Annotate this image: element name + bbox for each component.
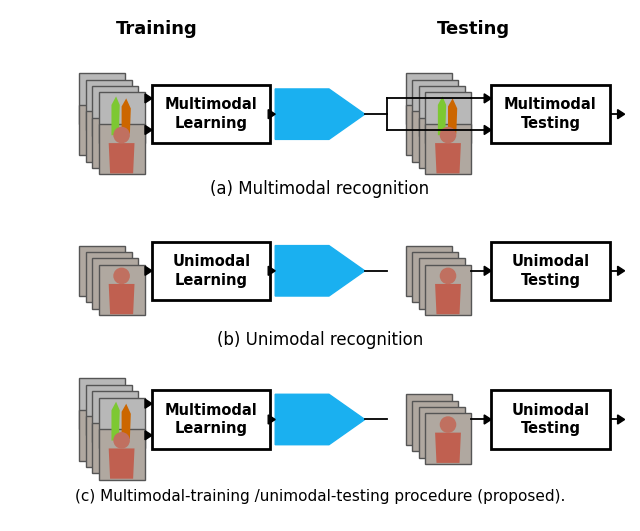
Polygon shape [435,433,461,463]
Bar [92,86,138,136]
Bar [419,407,465,458]
Bar [79,410,125,460]
Bar [406,394,452,444]
Text: Testing: Testing [437,20,510,38]
Polygon shape [435,284,461,314]
Text: (a) Multimodal recognition: (a) Multimodal recognition [211,179,429,198]
Circle shape [113,268,130,284]
Bar [86,416,132,467]
Text: Unimodal
Testing: Unimodal Testing [511,254,589,288]
Bar [79,73,125,124]
Text: Unimodal
Learning: Unimodal Learning [172,254,250,288]
Polygon shape [111,97,120,135]
Bar [425,265,471,315]
Polygon shape [275,394,365,445]
Bar [425,414,471,464]
Bar [419,86,465,136]
Polygon shape [145,399,152,408]
Bar [99,124,145,174]
Bar [92,259,138,309]
Polygon shape [268,266,275,276]
Polygon shape [484,266,492,276]
Text: Multimodal
Learning: Multimodal Learning [165,97,257,131]
Bar [86,385,132,435]
Bar [152,85,270,143]
Bar [99,265,145,315]
Bar [412,252,458,303]
Bar [79,105,125,155]
Polygon shape [275,89,365,139]
Polygon shape [145,266,152,276]
Polygon shape [122,98,131,134]
Polygon shape [145,94,152,103]
Circle shape [440,127,456,143]
Polygon shape [448,98,457,134]
Bar [92,423,138,473]
Bar [79,379,125,429]
Text: Training: Training [116,20,198,38]
Polygon shape [435,143,461,174]
Polygon shape [618,109,625,119]
Bar [412,401,458,451]
Polygon shape [145,431,152,440]
Polygon shape [109,143,134,174]
Bar [425,124,471,174]
Bar [86,111,132,161]
Circle shape [440,416,456,433]
Polygon shape [109,449,134,479]
Text: (c) Multimodal-training /unimodal-testing procedure (proposed).: (c) Multimodal-training /unimodal-testin… [75,489,565,504]
Bar [419,117,465,168]
Polygon shape [618,266,625,276]
Bar [425,92,471,143]
Polygon shape [109,284,134,314]
Bar [92,117,138,168]
Circle shape [113,432,130,449]
Bar [86,252,132,303]
Polygon shape [438,97,446,135]
Polygon shape [111,402,120,441]
Polygon shape [275,245,365,296]
Polygon shape [484,125,492,134]
Bar [419,259,465,309]
Bar [412,111,458,161]
Bar [92,391,138,442]
Bar [86,80,132,130]
Bar [492,85,610,143]
Bar [79,246,125,296]
Polygon shape [122,404,131,439]
Bar [99,398,145,448]
Bar [99,429,145,479]
Bar [406,73,452,124]
Polygon shape [145,125,152,134]
Bar [152,242,270,300]
Bar [412,80,458,130]
Bar [492,390,610,449]
Text: (b) Unimodal recognition: (b) Unimodal recognition [217,331,423,349]
Polygon shape [484,94,492,103]
Polygon shape [268,109,275,119]
Bar [152,390,270,449]
Bar [99,92,145,143]
Polygon shape [268,415,275,424]
Circle shape [440,268,456,284]
Text: Multimodal
Testing: Multimodal Testing [504,97,596,131]
Bar [406,246,452,296]
Text: Unimodal
Testing: Unimodal Testing [511,402,589,436]
Bar [492,242,610,300]
Text: Multimodal
Learning: Multimodal Learning [165,402,257,436]
Circle shape [113,127,130,143]
Bar [406,105,452,155]
Polygon shape [484,415,492,424]
Polygon shape [618,415,625,424]
